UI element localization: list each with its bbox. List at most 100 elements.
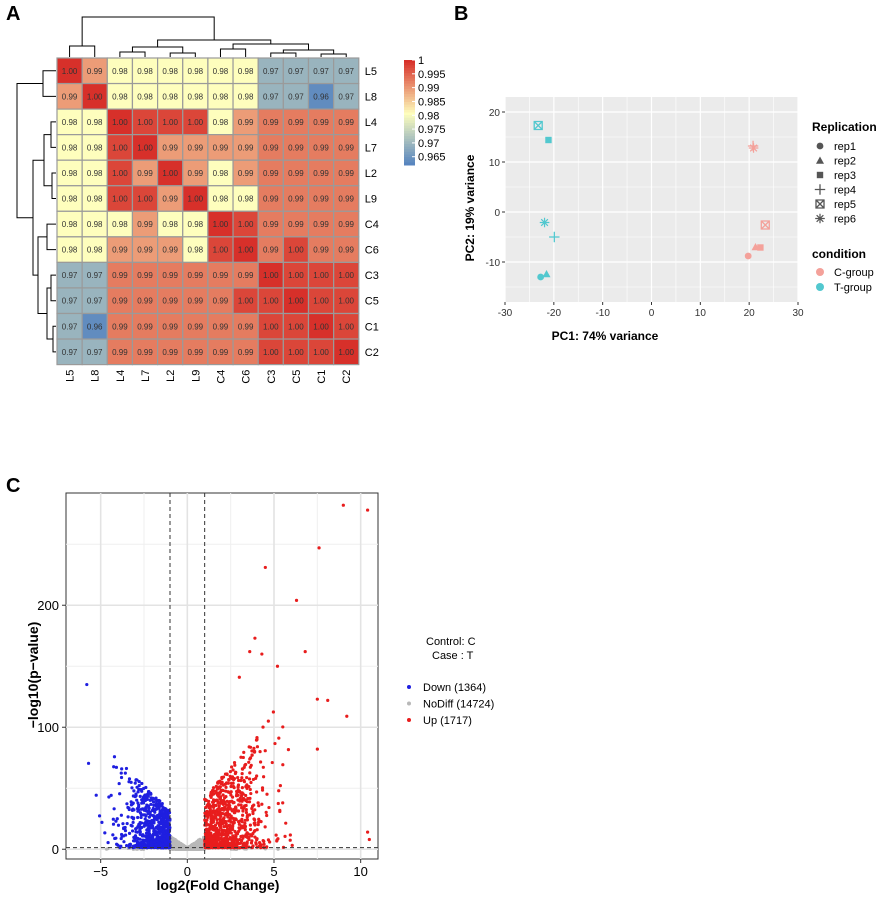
volcano-point	[139, 840, 144, 845]
color-scale-segment	[404, 75, 415, 79]
heatmap-cell-value: 0.98	[137, 92, 153, 101]
heatmap-row-label: C5	[365, 296, 379, 308]
heatmap-cell-value: 0.99	[112, 322, 128, 331]
volcano-point	[230, 799, 234, 803]
heatmap-cell	[182, 236, 209, 264]
color-scale-segment	[404, 125, 415, 129]
volcano-point	[239, 824, 244, 828]
volcano-point	[263, 565, 267, 570]
volcano-point	[240, 834, 245, 838]
heatmap-cell-value: 0.99	[137, 297, 153, 306]
pca-legend-key	[816, 268, 824, 276]
heatmap-cell	[106, 287, 134, 315]
volcano-point	[144, 834, 148, 838]
volcano-point	[149, 802, 153, 806]
volcano-point	[227, 806, 231, 810]
volcano-point	[241, 755, 245, 760]
volcano-point	[240, 820, 244, 824]
heatmap-cell-value: 0.96	[313, 92, 329, 101]
heatmap-cell-value: 0.99	[238, 118, 254, 127]
volcano-point	[243, 834, 247, 838]
volcano-point	[203, 811, 207, 815]
heatmap-cell	[257, 261, 284, 289]
panel-label-b: B	[454, 3, 468, 25]
heatmap-cell-value: 0.98	[62, 195, 78, 204]
heatmap-cell-value: 0.99	[238, 322, 254, 331]
color-scale-tick-label: 0.975	[418, 124, 446, 136]
volcano-point	[157, 824, 161, 828]
heatmap-color-scale: 1 0.995 0.990.985 0.98 0.975 0.97 0.965	[404, 55, 446, 166]
heatmap-row-label: C1	[365, 321, 379, 333]
pca-panel: -30 -20 -10 0 10 20 30 20 10 0 -10 PC1: 74% varian…	[463, 97, 877, 343]
dendrogram-branch	[50, 121, 56, 148]
heatmap-cell-value: 0.98	[112, 92, 128, 101]
heatmap-cell	[207, 261, 234, 289]
volcano-point	[218, 820, 222, 825]
color-scale-segment	[404, 128, 415, 132]
volcano-point	[140, 825, 144, 830]
heatmap-cell-value: 1.00	[338, 322, 354, 331]
volcano-point	[127, 780, 131, 784]
volcano-point	[230, 765, 234, 769]
heatmap-cell	[56, 82, 83, 110]
volcano-point	[276, 837, 280, 841]
volcano-point	[132, 844, 136, 848]
color-scale-segment	[404, 130, 415, 134]
volcano-point	[281, 763, 285, 767]
heatmap-cell	[257, 338, 284, 366]
heatmap-cell-value: 0.98	[213, 67, 229, 76]
volcano-point	[111, 833, 115, 837]
volcano-point	[123, 771, 127, 775]
volcano-point	[149, 840, 153, 845]
volcano-point	[151, 796, 155, 800]
volcano-point	[164, 841, 168, 845]
volcano-point	[220, 829, 224, 833]
volcano-point	[303, 650, 307, 654]
volcano-point	[127, 831, 132, 835]
heatmap-cell	[182, 261, 209, 289]
volcano-point	[253, 828, 257, 833]
volcano-point	[251, 777, 256, 782]
heatmap-cell-value: 0.97	[288, 67, 304, 76]
pca-legend-label: rep3	[834, 170, 856, 182]
heatmap-cell-value: 0.99	[137, 220, 153, 229]
volcano-point	[222, 808, 226, 812]
volcano-point	[237, 803, 241, 807]
volcano-point	[240, 786, 244, 790]
volcano-point	[219, 781, 223, 786]
heatmap-cell-value: 0.98	[87, 169, 103, 178]
volcano-point	[209, 790, 213, 794]
volcano-x-axis-label: log2(Fold Change)	[157, 877, 280, 893]
heatmap-cell	[56, 338, 83, 366]
color-scale-segment	[404, 144, 415, 148]
volcano-point	[220, 775, 224, 780]
heatmap-cell-value: 1.00	[238, 297, 254, 306]
heatmap-cell	[307, 82, 335, 110]
volcano-legend-label: Down (1364)	[423, 682, 486, 694]
volcano-point	[248, 765, 252, 769]
volcano-point	[255, 745, 260, 749]
volcano-point	[212, 809, 216, 813]
heatmap-cell-value: 0.99	[162, 246, 178, 255]
volcano-point	[141, 833, 145, 837]
volcano-point	[178, 844, 182, 848]
pca-x-tick-label: 30	[792, 308, 804, 319]
heatmap-cell	[106, 108, 134, 136]
color-scale-tick-label: 0.99	[418, 83, 439, 95]
heatmap-column-label: C6	[241, 370, 253, 384]
color-scale-segment	[404, 67, 415, 71]
heatmap-cell-value: 0.98	[162, 67, 178, 76]
heatmap-cell-value: 1.00	[188, 118, 204, 127]
heatmap-cell-value: 0.98	[62, 169, 78, 178]
heatmap-cell-value: 0.99	[137, 169, 153, 178]
volcano-point	[118, 845, 122, 850]
volcano-point	[315, 697, 319, 701]
volcano-point	[266, 719, 270, 723]
pca-point	[545, 136, 552, 144]
volcano-point	[188, 845, 192, 849]
volcano-point	[116, 823, 121, 827]
volcano-point	[255, 774, 259, 778]
volcano-point	[111, 822, 116, 826]
heatmap-cell	[232, 236, 259, 264]
heatmap-column-label: L4	[115, 370, 127, 382]
